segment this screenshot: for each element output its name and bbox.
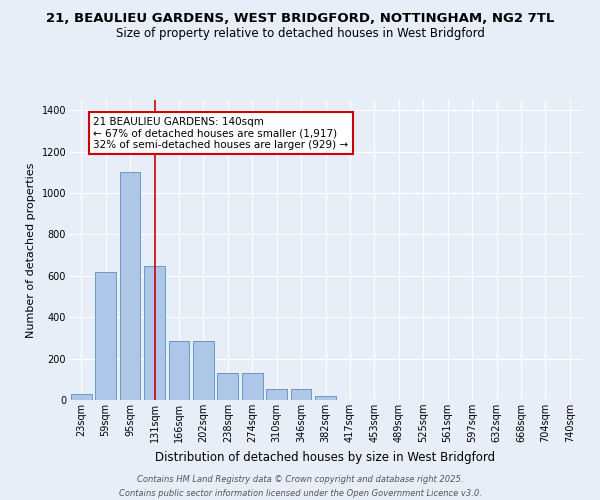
Text: Contains HM Land Registry data © Crown copyright and database right 2025.
Contai: Contains HM Land Registry data © Crown c… <box>119 476 481 498</box>
Bar <box>266 388 287 400</box>
Bar <box>242 373 263 400</box>
Bar <box>71 394 92 400</box>
Text: Size of property relative to detached houses in West Bridgford: Size of property relative to detached ho… <box>116 28 484 40</box>
Text: 21 BEAULIEU GARDENS: 140sqm
← 67% of detached houses are smaller (1,917)
32% of : 21 BEAULIEU GARDENS: 140sqm ← 67% of det… <box>94 116 349 150</box>
Bar <box>290 388 311 400</box>
X-axis label: Distribution of detached houses by size in West Bridgford: Distribution of detached houses by size … <box>155 450 496 464</box>
Bar <box>169 341 190 400</box>
Bar <box>315 396 336 400</box>
Bar <box>217 373 238 400</box>
Y-axis label: Number of detached properties: Number of detached properties <box>26 162 36 338</box>
Text: 21, BEAULIEU GARDENS, WEST BRIDGFORD, NOTTINGHAM, NG2 7TL: 21, BEAULIEU GARDENS, WEST BRIDGFORD, NO… <box>46 12 554 26</box>
Bar <box>95 272 116 400</box>
Bar <box>119 172 140 400</box>
Bar <box>144 266 165 400</box>
Bar <box>193 341 214 400</box>
